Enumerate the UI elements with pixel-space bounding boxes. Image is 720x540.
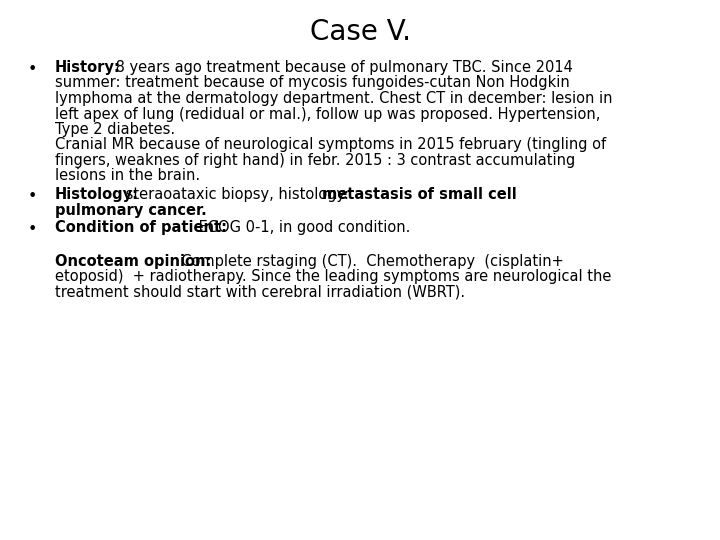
Text: summer: treatment because of mycosis fungoides-cutan Non Hodgkin: summer: treatment because of mycosis fun… <box>55 76 570 91</box>
Text: History:: History: <box>55 60 121 75</box>
Text: ECOG 0-1, in good condition.: ECOG 0-1, in good condition. <box>194 220 410 235</box>
Text: Condition of patient:: Condition of patient: <box>55 220 227 235</box>
Text: lesions in the brain.: lesions in the brain. <box>55 168 200 184</box>
Text: •: • <box>28 189 37 204</box>
Text: Type 2 diabetes.: Type 2 diabetes. <box>55 122 175 137</box>
Text: metastasis of small cell: metastasis of small cell <box>322 187 517 202</box>
Text: Complete rstaging (CT).  Chemotherapy  (cisplatin+: Complete rstaging (CT). Chemotherapy (ci… <box>172 254 564 269</box>
Text: pulmonary cancer.: pulmonary cancer. <box>55 202 207 218</box>
Text: etoposid)  + radiotherapy. Since the leading symptoms are neurological the: etoposid) + radiotherapy. Since the lead… <box>55 269 611 284</box>
Text: lymphoma at the dermatology department. Chest CT in december: lesion in: lymphoma at the dermatology department. … <box>55 91 613 106</box>
Text: 8 years ago treatment because of pulmonary TBC. Since 2014: 8 years ago treatment because of pulmona… <box>111 60 573 75</box>
Text: Histology:: Histology: <box>55 187 139 202</box>
Text: Oncoteam opinion:: Oncoteam opinion: <box>55 254 212 269</box>
Text: fingers, weaknes of right hand) in febr. 2015 : 3 contrast accumulating: fingers, weaknes of right hand) in febr.… <box>55 153 575 168</box>
Text: steraoataxic biopsy, histology:: steraoataxic biopsy, histology: <box>121 187 354 202</box>
Text: Case V.: Case V. <box>310 18 410 46</box>
Text: •: • <box>28 221 37 237</box>
Text: •: • <box>28 62 37 77</box>
Text: treatment should start with cerebral irradiation (WBRT).: treatment should start with cerebral irr… <box>55 285 465 300</box>
Text: Cranial MR because of neurological symptoms in 2015 february (tingling of: Cranial MR because of neurological sympt… <box>55 138 606 152</box>
Text: left apex of lung (redidual or mal.), follow up was proposed. Hypertension,: left apex of lung (redidual or mal.), fo… <box>55 106 600 122</box>
